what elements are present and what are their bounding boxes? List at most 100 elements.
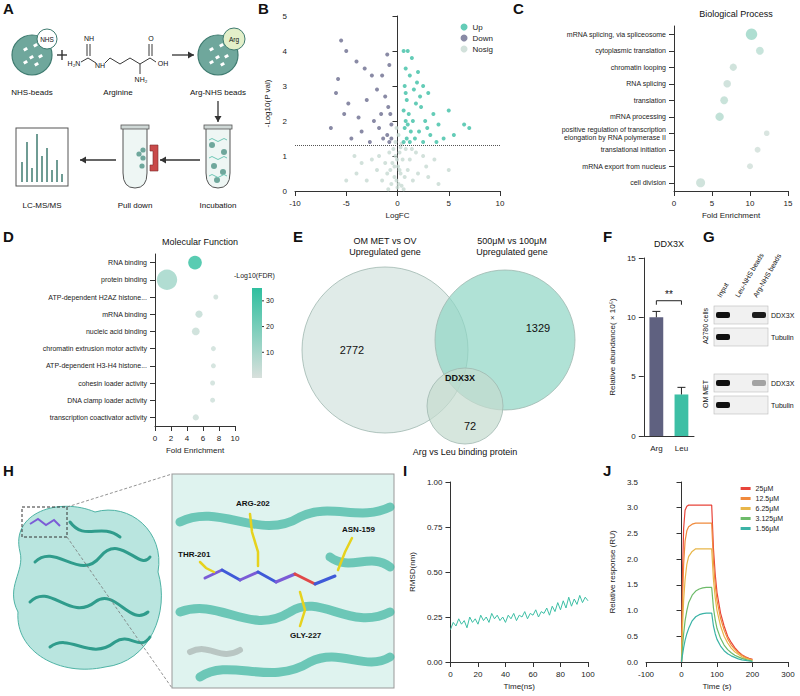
svg-text:3.0: 3.0 [627,503,639,512]
svg-text:200: 200 [746,670,760,679]
svg-text:NH: NH [84,35,94,42]
svg-text:mRNA splicing, via spliceosome: mRNA splicing, via spliceosome [567,31,666,39]
svg-text:OM MET vs OVUpregulated gene: OM MET vs OVUpregulated gene [349,236,421,257]
svg-text:cell division: cell division [630,179,666,186]
svg-text:10: 10 [231,434,240,443]
svg-text:5: 5 [710,199,715,208]
svg-text:Down: Down [473,34,493,43]
svg-text:Tubulin: Tubulin [771,402,794,409]
svg-text:4: 4 [283,47,288,56]
svg-text:Molecular Function: Molecular Function [162,237,238,247]
svg-text:8: 8 [217,434,222,443]
svg-text:cytoplasmic translation: cytoplasmic translation [595,47,666,55]
svg-text:mRNA export from nucleus: mRNA export from nucleus [582,163,666,171]
svg-text:6: 6 [201,434,206,443]
svg-text:Incubation: Incubation [200,201,237,210]
svg-text:0: 0 [679,670,684,679]
svg-text:2: 2 [283,117,288,126]
svg-text:DDX3X: DDX3X [654,239,684,249]
svg-text:THR-201: THR-201 [178,550,211,559]
svg-text:-Log10(P val): -Log10(P val) [263,79,272,127]
svg-text:Fold Enrichment: Fold Enrichment [702,211,761,220]
svg-text:100: 100 [710,670,724,679]
svg-text:0: 0 [672,199,677,208]
svg-text:300: 300 [781,670,795,679]
svg-text:10: 10 [627,313,636,322]
svg-text:LogFC: LogFC [385,211,409,220]
svg-text:DDX3X: DDX3X [771,380,795,387]
svg-text:0.00: 0.00 [427,658,443,667]
svg-text:0.75: 0.75 [427,523,443,532]
svg-text:-5: -5 [343,199,351,208]
svg-text:O: O [148,35,154,42]
svg-text:DDX3X: DDX3X [445,373,475,383]
svg-text:20: 20 [474,670,483,679]
svg-text:0: 0 [448,670,453,679]
svg-text:500μM vs 100μMUpregulated gene: 500μM vs 100μMUpregulated gene [476,236,548,257]
svg-text:0.5: 0.5 [627,632,639,641]
svg-text:RNA splicing: RNA splicing [626,80,666,88]
svg-text:72: 72 [464,420,476,432]
svg-text:translational initiation: translational initiation [601,146,666,153]
svg-text:NH₂: NH₂ [135,76,148,83]
svg-text:ATP-dependent H2AZ histone...: ATP-dependent H2AZ histone... [48,294,147,302]
svg-text:Tubulin: Tubulin [771,334,794,341]
svg-text:nucleic acid binding: nucleic acid binding [86,328,147,336]
svg-text:NH: NH [95,62,105,69]
svg-text:5: 5 [447,199,452,208]
svg-text:Arg-NHS beads: Arg-NHS beads [190,88,246,97]
svg-text:1329: 1329 [526,322,550,334]
svg-text:protein binding: protein binding [101,276,147,284]
svg-text:2: 2 [169,434,174,443]
svg-text:transcription coactivator acti: transcription coactivator activity [50,414,148,422]
svg-text:1.5: 1.5 [627,580,639,589]
svg-text:15: 15 [784,199,793,208]
svg-text:3: 3 [283,82,288,91]
svg-text:0: 0 [153,434,158,443]
svg-text:10: 10 [496,199,505,208]
svg-text:Arg vs Leu binding protein: Arg vs Leu binding protein [413,447,518,457]
svg-text:-Log10(FDR): -Log10(FDR) [234,272,275,280]
svg-text:30: 30 [266,297,274,304]
svg-text:cohesin loader activity: cohesin loader activity [78,380,147,388]
svg-text:15: 15 [627,254,636,263]
svg-text:60: 60 [529,670,538,679]
svg-text:3.125μM: 3.125μM [756,515,784,523]
svg-text:0.25: 0.25 [427,613,443,622]
svg-text:25μM: 25μM [756,485,774,493]
svg-text:6.25μM: 6.25μM [756,505,780,513]
svg-text:1.00: 1.00 [427,478,443,487]
svg-text:Arg: Arg [229,36,240,44]
svg-text:Time(ns): Time(ns) [504,682,536,691]
svg-text:Leu: Leu [675,444,688,453]
svg-text:0.50: 0.50 [427,568,443,577]
svg-text:Fold Enrichment: Fold Enrichment [166,446,225,455]
svg-text:-10: -10 [289,199,301,208]
svg-text:NHS-beads: NHS-beads [11,88,52,97]
svg-text:OH: OH [158,60,169,67]
svg-text:80: 80 [556,670,565,679]
svg-text:40: 40 [501,670,510,679]
svg-text:1.0: 1.0 [627,606,639,615]
svg-text:0: 0 [283,187,288,196]
svg-text:10: 10 [746,199,755,208]
svg-text:positive regulation of transcr: positive regulation of transcription [562,126,666,134]
svg-text:Nosig: Nosig [473,45,493,54]
svg-text:translation: translation [634,97,666,104]
svg-text:Up: Up [473,23,484,32]
svg-text:**: ** [665,289,673,300]
svg-text:100: 100 [581,670,595,679]
svg-text:0.0: 0.0 [627,658,639,667]
svg-text:DDX3X: DDX3X [771,312,795,319]
svg-text:DNA clamp loader activity: DNA clamp loader activity [67,397,147,405]
svg-text:H₂N: H₂N [68,60,81,67]
svg-text:ATP-dependent H3-H4 histone...: ATP-dependent H3-H4 histone... [46,362,147,370]
svg-text:12.5μM: 12.5μM [756,495,780,503]
svg-text:ASN-159: ASN-159 [342,525,375,534]
svg-text:elongation by RNA polymerase I: elongation by RNA polymerase II [564,134,666,142]
svg-text:5: 5 [631,372,636,381]
svg-text:1.56μM: 1.56μM [756,525,780,533]
svg-text:chromatin extrusion motor acti: chromatin extrusion motor activity [43,345,148,353]
svg-text:NHS: NHS [40,36,54,43]
svg-text:Arginine: Arginine [103,88,133,97]
